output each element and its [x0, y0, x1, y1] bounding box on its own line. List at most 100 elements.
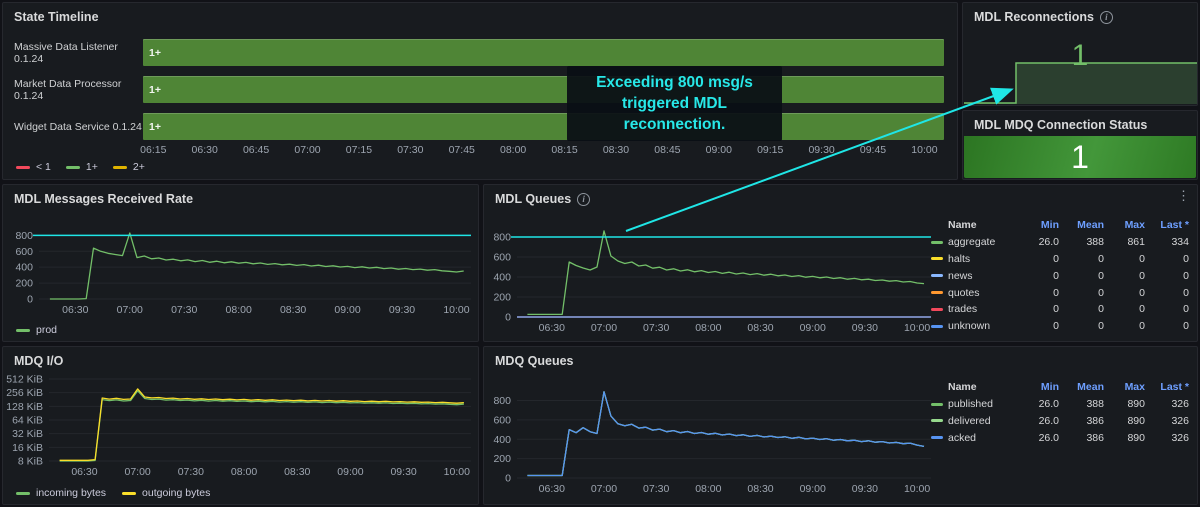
legend-item-prod[interactable]: prod: [16, 324, 57, 336]
legend-row-aggregate[interactable]: aggregate 26.0 388 861 334: [931, 234, 1189, 251]
series-color-swatch: [16, 491, 30, 495]
y-axis-tick: 0: [27, 294, 33, 306]
legend-col-min[interactable]: Min: [1040, 381, 1059, 394]
timeline-axis-tick: 09:00: [705, 144, 732, 156]
legend-cell: 0: [1183, 303, 1189, 316]
timeline-row-label: Massive Data Listener 0.1.24: [14, 40, 118, 65]
panel-title-mdl-reconnections[interactable]: MDL Reconnections i: [963, 3, 1197, 25]
x-axis-tick: 09:30: [852, 483, 878, 495]
legend-cell: 26.0: [1038, 431, 1059, 444]
legend-cell: 890: [1127, 431, 1145, 444]
legend-item-2plus[interactable]: 2+: [112, 161, 145, 173]
series-line-aggregate: [527, 230, 925, 316]
timeline-state-bar[interactable]: 1+: [143, 76, 944, 103]
series-color-swatch: [931, 436, 943, 440]
series-color-swatch: [16, 165, 30, 169]
panel-title-mdq-queues[interactable]: MDQ Queues: [495, 354, 574, 368]
panel-mdl-queues: MDL Queues i ⋮ 0 200 400 600 800 06:30 07:00 07:…: [483, 184, 1198, 342]
legend-row-unknown[interactable]: unknown 0 0 0 0: [931, 318, 1189, 335]
legend-cell: 0: [1183, 320, 1189, 333]
series-color-swatch: [16, 328, 30, 332]
timeline-axis-tick: 06:15: [140, 144, 167, 156]
legend-col-max[interactable]: Max: [1124, 381, 1145, 394]
legend-row-delivered[interactable]: delivered 26.0 386 890 326: [931, 413, 1189, 430]
timeline-rows: Massive Data Listener 0.1.24 1+ Market D…: [14, 34, 944, 145]
stat-value-reconnections: 1: [1071, 39, 1089, 72]
timeline-row-label: Widget Data Service 0.1.24: [14, 120, 142, 133]
info-icon[interactable]: i: [577, 193, 591, 206]
panel-title-state-timeline[interactable]: State Timeline: [14, 10, 99, 24]
mdq-io-chart[interactable]: 8 KiB 16 KiB 32 KiB 64 KiB 128 KiB 256 KiB 512…: [3, 347, 478, 504]
legend-row-published[interactable]: published 26.0 388 890 326: [931, 396, 1189, 413]
x-axis-tick: 08:30: [747, 483, 773, 495]
mdl-rate-legend: prod: [16, 324, 57, 336]
y-axis-tick: 512 KiB: [6, 374, 43, 386]
y-axis-tick: 16 KiB: [12, 442, 43, 454]
legend-col-last[interactable]: Last *: [1160, 219, 1189, 232]
panel-title-mdl-queues[interactable]: MDL Queues i: [484, 185, 1197, 207]
legend-item-outgoing-bytes[interactable]: outgoing bytes: [122, 487, 210, 499]
y-axis-tick: 8 KiB: [18, 456, 43, 468]
legend-col-last[interactable]: Last *: [1160, 381, 1189, 394]
legend-item-1plus[interactable]: 1+: [65, 161, 98, 173]
timeline-state-bar[interactable]: 1+: [143, 39, 944, 66]
timeline-state-bar[interactable]: 1+: [143, 113, 944, 140]
legend-cell: 0: [1098, 303, 1104, 316]
legend-row-trades[interactable]: trades 0 0 0 0: [931, 301, 1189, 318]
timeline-axis-tick: 08:30: [602, 144, 630, 156]
panel-title-mdl-mdq-status[interactable]: MDL MDQ Connection Status: [974, 118, 1148, 132]
panel-menu-icon[interactable]: ⋮: [1177, 188, 1190, 203]
x-axis-tick: 06:30: [71, 466, 97, 478]
mdq-queues-chart[interactable]: 0 200 400 600 800 06:30 07:00 07:30 08:00 08:30 09…: [484, 347, 1197, 504]
timeline-axis-tick: 10:00: [911, 144, 938, 156]
y-axis-tick: 800: [493, 232, 511, 244]
mdq-queues-legend-table: Name Min Mean Max Last * published 26.0 388 890 3…: [931, 379, 1189, 446]
legend-row-news[interactable]: news 0 0 0 0: [931, 267, 1189, 284]
legend-cell: 890: [1127, 398, 1145, 411]
panel-title-mdq-io[interactable]: MDQ I/O: [14, 354, 64, 368]
timeline-axis-tick: 09:30: [808, 144, 835, 156]
y-axis-tick: 256 KiB: [6, 387, 43, 399]
legend-col-name[interactable]: Name: [948, 381, 977, 394]
legend-row-quotes[interactable]: quotes 0 0 0 0: [931, 284, 1189, 301]
legend-cell: 0: [1098, 252, 1104, 265]
legend-col-min[interactable]: Min: [1040, 219, 1059, 232]
y-axis-tick: 800: [15, 230, 33, 242]
x-axis-tick: 07:30: [643, 322, 669, 334]
panel-mdl-reconnections: MDL Reconnections i 1: [962, 2, 1198, 106]
legend-cell: 388: [1086, 236, 1104, 249]
y-axis-tick: 400: [493, 434, 511, 446]
mdl-rate-chart[interactable]: 0 200 400 600 800 06:30 07:00 07:30 08:00 08:30 09…: [3, 185, 478, 341]
y-axis-tick: 400: [493, 272, 511, 284]
x-axis-tick: 08:00: [226, 304, 252, 316]
legend-cell: 0: [1053, 320, 1059, 333]
legend-row-halts[interactable]: halts 0 0 0 0: [931, 251, 1189, 268]
legend-col-max[interactable]: Max: [1124, 219, 1145, 232]
y-axis-tick: 0: [505, 473, 511, 485]
y-axis-tick: 128 KiB: [6, 401, 43, 413]
timeline-axis-tick: 06:45: [242, 144, 270, 156]
x-axis-tick: 09:00: [800, 483, 826, 495]
panel-mdq-queues: MDQ Queues 0 200 400 600 800 06:30 07:00 07:30 0…: [483, 346, 1198, 505]
mdl-queues-chart[interactable]: 0 200 400 600 800 06:30 07:00 07:30 08:00 08:30 09…: [484, 185, 1197, 341]
y-axis-tick: 200: [15, 278, 33, 290]
legend-col-mean[interactable]: Mean: [1077, 219, 1104, 232]
x-axis-tick: 09:30: [390, 466, 416, 478]
legend-cell: 0: [1098, 269, 1104, 282]
legend-col-name[interactable]: Name: [948, 219, 977, 232]
stat-value-connection-status: 1: [1071, 138, 1089, 175]
x-axis-tick: 06:30: [539, 483, 565, 495]
legend-cell: 0: [1053, 303, 1059, 316]
legend-item-incoming-bytes[interactable]: incoming bytes: [16, 487, 106, 499]
series-line-delivered: [527, 391, 925, 477]
y-axis-tick: 800: [493, 395, 511, 407]
legend-item-lt1[interactable]: < 1: [16, 161, 51, 173]
panel-title-mdl-rate[interactable]: MDL Messages Received Rate: [14, 192, 194, 206]
legend-col-mean[interactable]: Mean: [1077, 381, 1104, 394]
timeline-axis-tick: 08:00: [500, 144, 527, 156]
x-axis-tick: 06:30: [62, 304, 88, 316]
info-icon[interactable]: i: [1099, 11, 1113, 24]
legend-row-acked[interactable]: acked 26.0 386 890 326: [931, 429, 1189, 446]
x-axis-tick: 06:30: [539, 322, 565, 334]
